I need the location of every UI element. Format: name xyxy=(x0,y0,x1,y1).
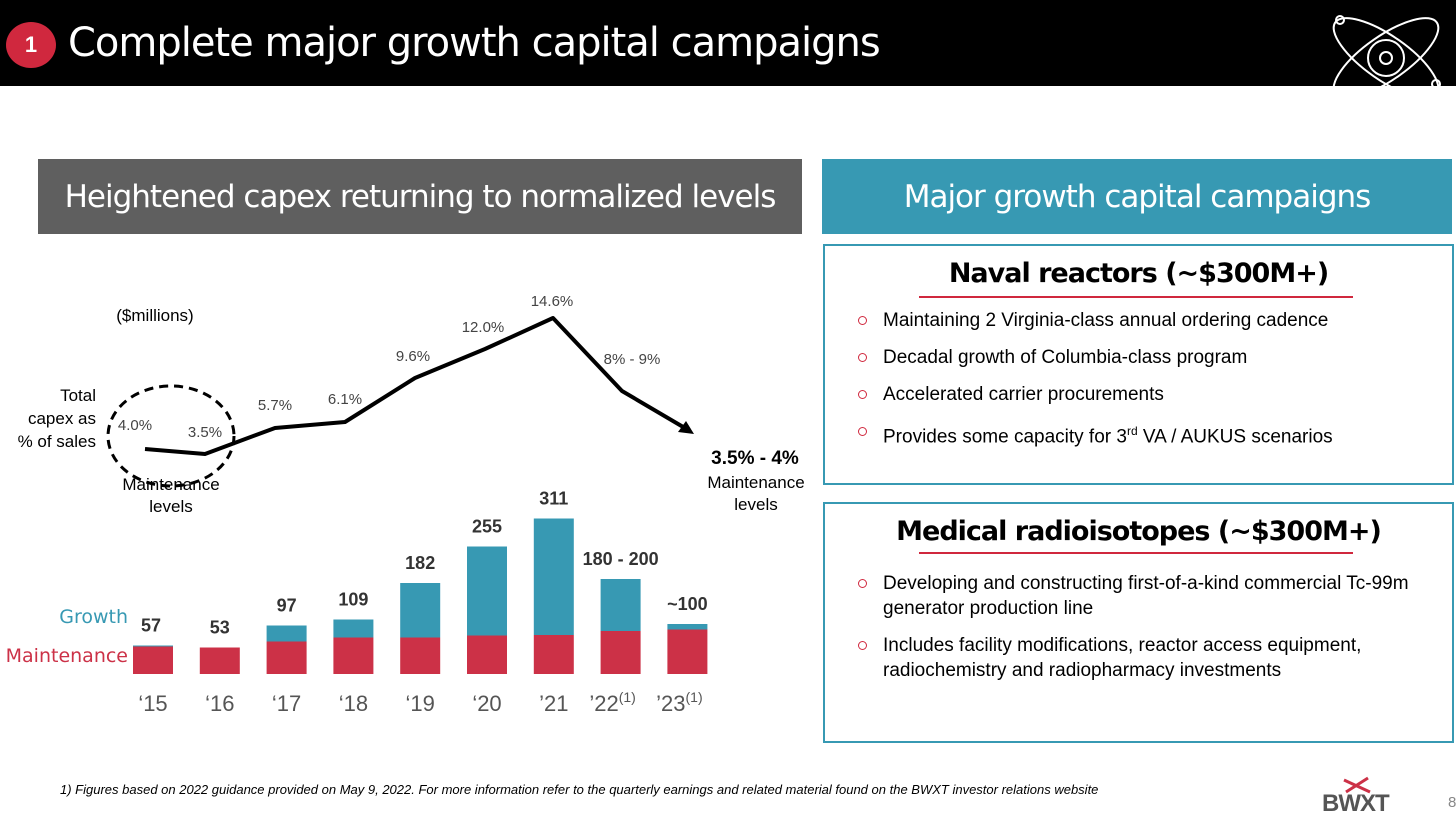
medical-radioisotopes-title: Medical radioisotopes (~$300M+) xyxy=(896,516,1382,547)
x-tick-label: ’21 xyxy=(539,691,568,716)
line-point-label: 3.5% xyxy=(188,424,222,441)
maintenance-levels-note: levels xyxy=(149,497,192,516)
maintenance-bar xyxy=(600,631,641,674)
bullet-text: Provides some capacity for 3 xyxy=(883,426,1127,448)
label-group: 57 ‘15 53 ‘16 97 ‘17 109 ‘18 182 ‘19 255 ‘20 311 ’21 1… xyxy=(118,293,799,716)
bar-total-label: 97 xyxy=(277,596,297,616)
campaigns-section-heading: Major growth capital campaigns xyxy=(822,159,1452,234)
footnote: 1) Figures based on 2022 guidance provid… xyxy=(60,782,1099,797)
bar-total-label: 180 - 200 xyxy=(583,549,659,569)
x-tick-label: ‘17 xyxy=(272,691,301,716)
page-number: 8 xyxy=(1448,794,1456,811)
page-title: Complete major growth capital campaigns xyxy=(68,20,881,66)
medical-bullet-list: Developing and constructing first-of-a-k… xyxy=(858,571,1423,695)
maintenance-bar xyxy=(400,637,441,674)
growth-bar xyxy=(533,518,574,635)
title-underline xyxy=(919,296,1353,298)
maintenance-bar xyxy=(467,635,507,674)
capex-section-heading: Heightened capex returning to normalized… xyxy=(38,159,802,234)
logo-mark-icon xyxy=(1343,776,1371,794)
line-arrowhead xyxy=(678,421,694,434)
growth-bar xyxy=(467,546,507,636)
section-number-badge: 1 xyxy=(6,22,56,68)
pct-of-sales-line xyxy=(144,316,692,456)
x-tick-label: ‘15 xyxy=(138,691,167,716)
naval-bullet-list: Maintaining 2 Virginia-class annual orde… xyxy=(858,308,1333,461)
maintenance-bar xyxy=(667,629,708,674)
line-point-label: 14.6% xyxy=(531,293,574,310)
list-item: Developing and constructing first-of-a-k… xyxy=(858,571,1423,621)
x-tick-label: ’23(1) xyxy=(656,689,702,716)
growth-bar xyxy=(133,645,173,647)
list-item: Accelerated carrier procurements xyxy=(858,382,1333,407)
naval-reactors-title: Naval reactors (~$300M+) xyxy=(948,258,1329,289)
legend-growth-label: Growth xyxy=(59,606,128,628)
bar-total-label: 182 xyxy=(405,553,435,573)
growth-bar xyxy=(667,624,708,630)
bar-total-label: ~100 xyxy=(667,594,708,614)
line-point-label: 5.7% xyxy=(258,397,292,414)
bar-total-label: 53 xyxy=(210,618,230,638)
maintenance-bar xyxy=(199,647,240,674)
growth-bar xyxy=(400,583,441,638)
bar-total-label: 57 xyxy=(141,616,161,636)
maintenance-levels-note: levels xyxy=(734,495,777,514)
maintenance-levels-note: Maintenance xyxy=(122,475,219,494)
growth-bar xyxy=(266,625,307,642)
bwxt-logo: BWXT xyxy=(1322,790,1390,817)
maintenance-bar xyxy=(533,635,574,674)
bar-total-label: 255 xyxy=(472,517,502,537)
capex-chart: 57 ‘15 53 ‘16 97 ‘17 109 ‘18 182 ‘19 255 ‘20 311 ’21 1… xyxy=(6,293,805,716)
x-tick-label: ‘19 xyxy=(406,691,435,716)
bar-total-label: 311 xyxy=(539,489,568,509)
units-label: ($millions) xyxy=(116,306,193,325)
medical-radioisotopes-card: Medical radioisotopes (~$300M+) Developi… xyxy=(823,502,1454,743)
list-item: Maintaining 2 Virginia-class annual orde… xyxy=(858,308,1333,333)
line-point-label: 4.0% xyxy=(118,417,152,434)
title-underline xyxy=(919,552,1353,554)
legend-maintenance-label: Maintenance xyxy=(6,645,128,667)
note-group: ($millions) Total capex as % of sales Mainte… xyxy=(6,306,805,667)
x-tick-label: ‘20 xyxy=(472,691,501,716)
x-tick-label: ‘18 xyxy=(339,691,368,716)
maintenance-bar xyxy=(333,637,374,674)
list-item: Decadal growth of Columbia-class program xyxy=(858,345,1333,370)
line-point-label: 8% - 9% xyxy=(604,351,661,368)
maintenance-levels-note: Maintenance xyxy=(707,473,804,492)
growth-bar xyxy=(333,619,374,638)
line-point-label: 12.0% xyxy=(462,319,505,336)
bullet-text: VA / AUKUS scenarios xyxy=(1137,426,1333,448)
atom-icon xyxy=(1332,15,1441,86)
list-item: Provides some capacity for 3rd VA / AUKU… xyxy=(858,419,1333,449)
bar-group xyxy=(133,518,708,674)
maintenance-bar xyxy=(133,646,173,674)
title-bar: 1 Complete major growth capital campaign… xyxy=(0,0,1456,86)
line-point-label: 6.1% xyxy=(328,391,362,408)
line-series-label: capex as xyxy=(28,409,96,428)
growth-bar xyxy=(600,579,641,631)
maintenance-levels-ellipse xyxy=(106,384,236,488)
x-tick-label: ‘16 xyxy=(205,691,234,716)
list-item: Includes facility modifications, reactor… xyxy=(858,633,1423,683)
naval-reactors-card: Naval reactors (~$300M+) Maintaining 2 V… xyxy=(823,244,1454,485)
line-group xyxy=(144,316,694,456)
line-point-label: 9.6% xyxy=(396,348,430,365)
bar-total-label: 109 xyxy=(338,590,368,610)
line-end-label: 3.5% - 4% xyxy=(711,448,799,469)
line-series-label: % of sales xyxy=(18,432,96,451)
ordinal-suffix: rd xyxy=(1126,424,1138,438)
line-series-label: Total xyxy=(60,386,96,405)
x-tick-label: ’22(1) xyxy=(589,689,635,716)
maintenance-bar xyxy=(266,641,307,674)
